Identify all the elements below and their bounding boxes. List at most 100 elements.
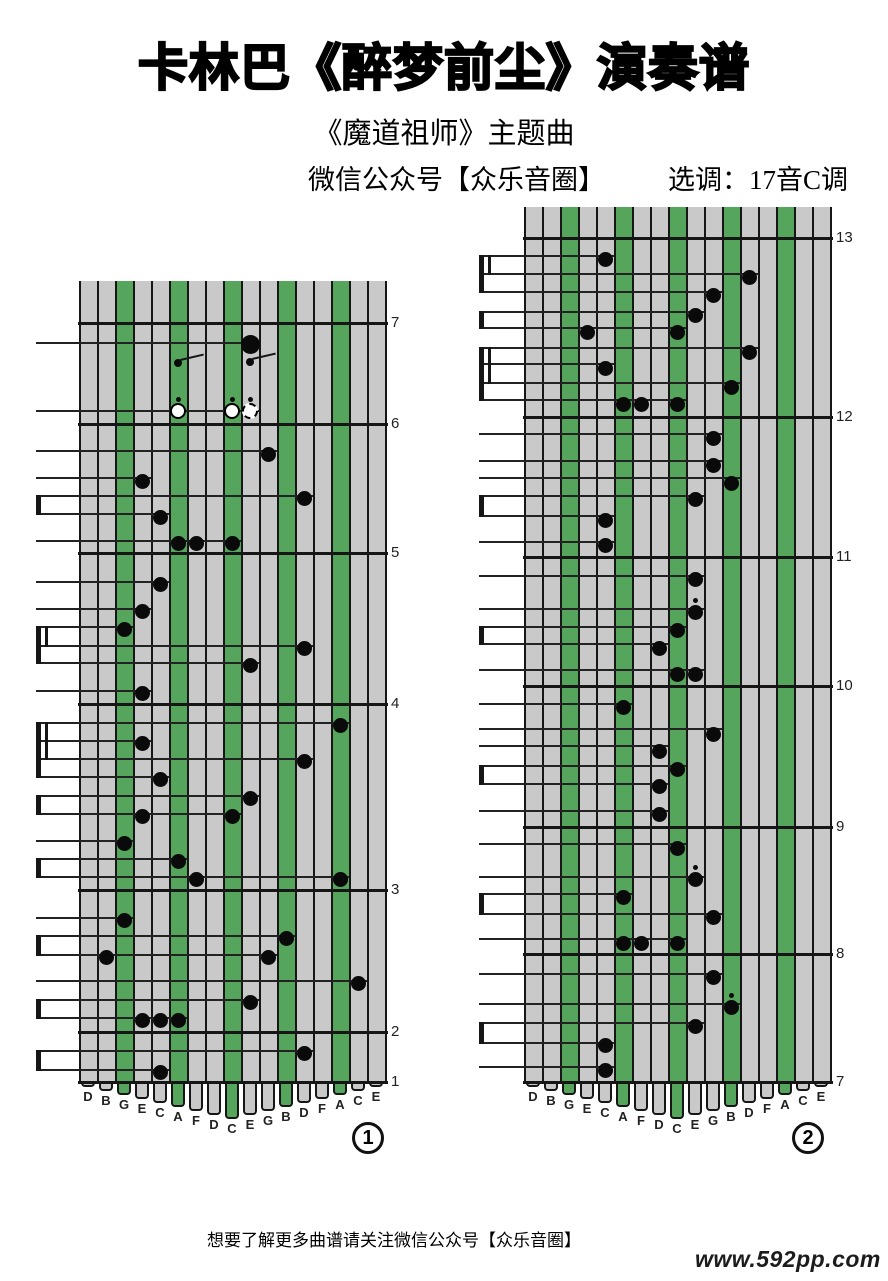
tine-label: C [353, 1093, 363, 1108]
info-row: 微信公众号【众乐音圈】 选调：17音C调 [308, 158, 848, 197]
section-number-badge: 2 [792, 1122, 824, 1154]
beam-bar [36, 722, 41, 778]
beat-line [36, 1050, 313, 1052]
tine-label: D [528, 1089, 538, 1104]
tine-stripe [596, 207, 614, 1082]
measure-number: 10 [836, 677, 853, 694]
beat-line [36, 540, 241, 542]
note-dot [134, 735, 150, 751]
beam-bar-inner [488, 255, 491, 275]
note-dot [687, 307, 703, 323]
measure-number: 3 [391, 881, 400, 898]
note-dot [597, 512, 613, 528]
beat-line [36, 917, 133, 919]
tine-stripe [97, 281, 115, 1082]
tine-extension [742, 1082, 756, 1103]
tine-extension [760, 1082, 774, 1099]
tine-label: D [299, 1105, 309, 1120]
beat-line [36, 740, 151, 742]
measure-number: 8 [836, 945, 845, 962]
tine-label: G [118, 1097, 130, 1112]
tine-extension [153, 1082, 167, 1103]
beam-bar [479, 347, 484, 401]
note-dot [705, 457, 721, 473]
beat-line [479, 913, 722, 915]
tine-stripe [632, 207, 650, 1082]
tine-extension [580, 1082, 594, 1099]
tine-stripe [151, 281, 169, 1082]
beam-bar [479, 311, 484, 329]
tine-stripe [542, 207, 560, 1082]
note-dot [188, 871, 204, 887]
note-dot [240, 334, 260, 354]
note-dot [224, 808, 240, 824]
beat-line [36, 477, 151, 479]
note-dot [741, 269, 757, 285]
tine-label: D [83, 1089, 93, 1104]
tine-extension [544, 1082, 558, 1091]
tine-extension [706, 1082, 720, 1111]
beat-line [479, 399, 686, 401]
tine-extension [526, 1082, 540, 1087]
tine-stripe [169, 281, 187, 1082]
tine-label: C [155, 1105, 165, 1120]
tine-stripe [776, 207, 794, 1082]
beam-bar-inner [488, 347, 491, 384]
beat-line [36, 1017, 187, 1019]
note-dot [296, 640, 312, 656]
measure-number: 5 [391, 544, 400, 561]
beat-line [479, 515, 614, 517]
note-dot [687, 871, 703, 887]
note-dot [242, 790, 258, 806]
tine-stripe [187, 281, 205, 1082]
beat-line [36, 581, 169, 583]
note-dot [242, 994, 258, 1010]
note-dot [116, 621, 132, 637]
beat-line [479, 728, 722, 730]
note-dot [188, 535, 204, 551]
beat-line [36, 954, 277, 956]
page-title: 卡林巴《醉梦前尘》演奏谱 [137, 39, 750, 97]
beat-line [479, 608, 704, 610]
note-dot [134, 685, 150, 701]
measure-line [78, 322, 388, 325]
slide-up-icon [34, 324, 60, 342]
beat-line [479, 347, 758, 349]
note-dot [669, 666, 685, 682]
beat-line [36, 840, 133, 842]
beat-line [479, 1022, 704, 1024]
measure-line [523, 237, 833, 240]
beam-bar [36, 495, 41, 515]
slide-up-icon [477, 415, 503, 433]
tine-label: A [618, 1109, 628, 1124]
beat-line [479, 1042, 614, 1044]
note-dot [116, 912, 132, 928]
grace-note-dot [174, 359, 182, 367]
beat-line [36, 513, 169, 515]
octave-dot [175, 397, 181, 402]
note-dot [134, 473, 150, 489]
measure-line [78, 552, 388, 555]
tine-extension [243, 1082, 257, 1115]
beat-line [36, 776, 169, 778]
beat-line [479, 255, 614, 257]
octave-dot [692, 865, 698, 870]
note-dot [651, 640, 667, 656]
measure-line [523, 416, 833, 419]
note-dot [296, 753, 312, 769]
note-dot [705, 909, 721, 925]
tine-label: B [281, 1109, 291, 1124]
measure-line [78, 1081, 388, 1084]
measure-number: 6 [391, 415, 400, 432]
note-dot [651, 806, 667, 822]
beam-bar [36, 999, 41, 1019]
beam-bar [479, 626, 484, 645]
note-dot [669, 622, 685, 638]
beat-line [479, 1066, 614, 1068]
tine-label: A [335, 1097, 345, 1112]
beat-line [36, 626, 133, 628]
tine-extension [99, 1082, 113, 1091]
note-dot [350, 975, 366, 991]
note-dot [597, 1037, 613, 1053]
tine-label: A [173, 1109, 183, 1124]
